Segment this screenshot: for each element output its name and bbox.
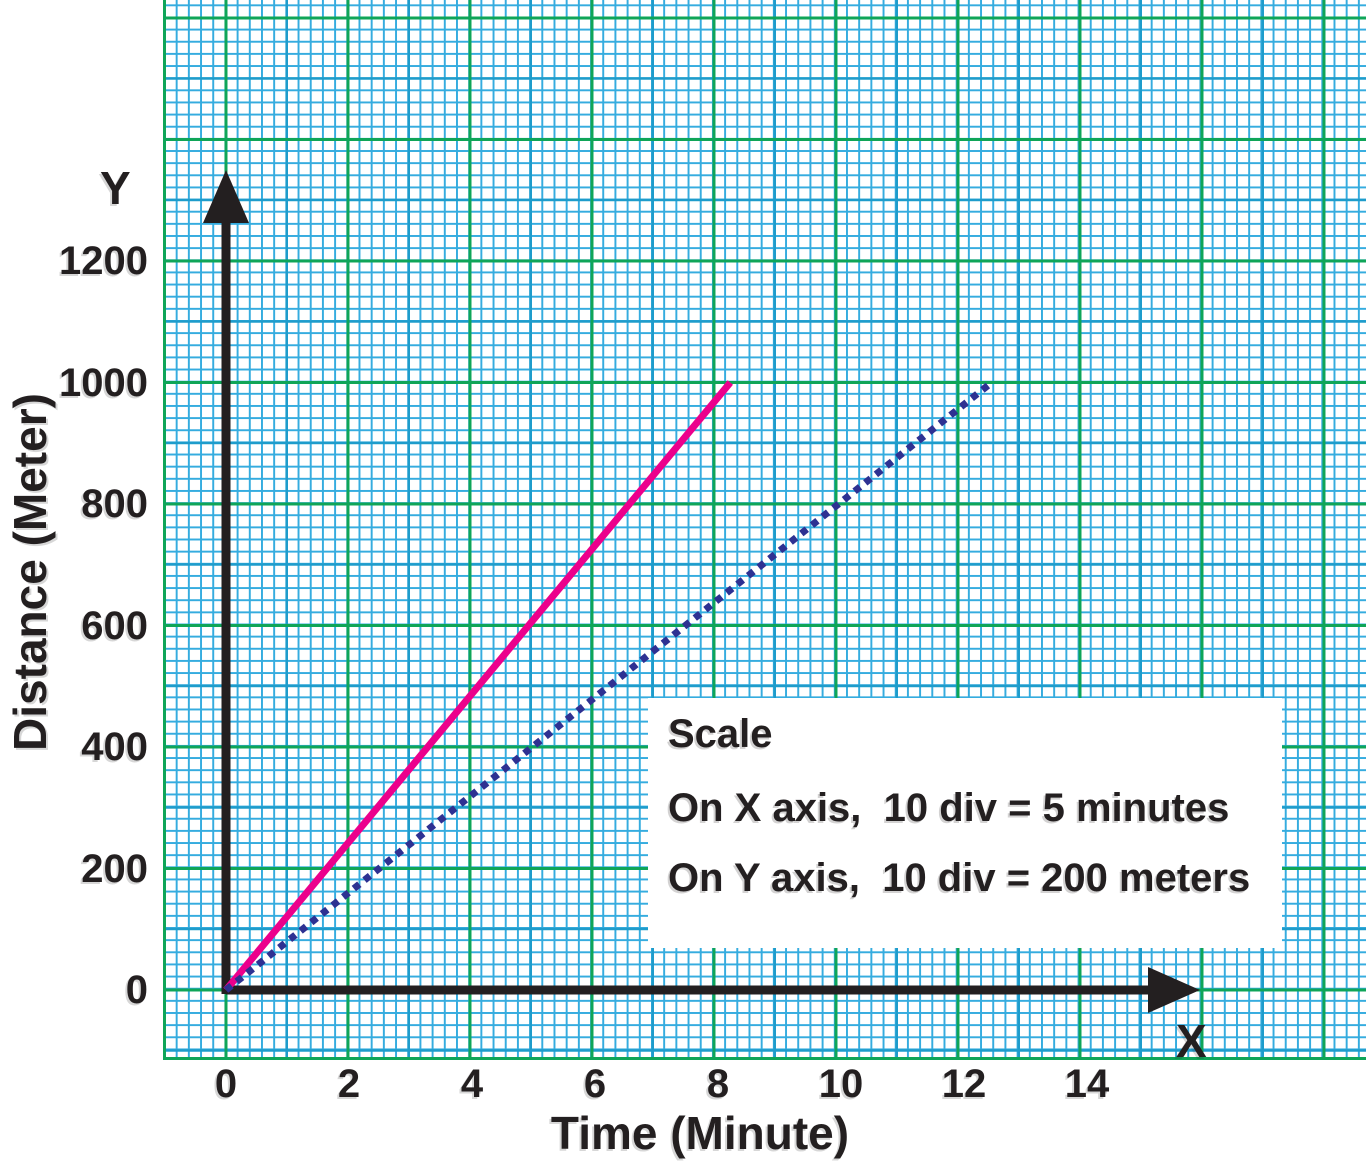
scale-legend-x-rule: On X axis, 10 div = 5 minutes — [668, 786, 1230, 830]
y-tick-label: 0 — [125, 968, 148, 1012]
x-axis-arrowhead-icon — [1148, 967, 1200, 1013]
y-axis-arrowhead-icon — [203, 170, 249, 223]
y-axis-title: Distance (Meter) — [4, 393, 56, 751]
scale-legend-box: Scale On X axis, 10 div = 5 minutes On Y… — [648, 698, 1282, 948]
y-tick-label: 600 — [81, 603, 148, 648]
x-tick-label: 14 — [1064, 1062, 1110, 1106]
x-tick-label: 12 — [941, 1062, 987, 1106]
x-axis-symbol: X — [1176, 1015, 1207, 1067]
y-tick-label: 400 — [81, 725, 148, 769]
scale-legend-title: Scale — [668, 712, 773, 756]
x-tick-label: 0 — [214, 1062, 238, 1106]
x-tick-label: 8 — [706, 1062, 730, 1106]
x-tick-label: 2 — [337, 1062, 361, 1106]
y-tick-label: 1200 — [59, 239, 148, 283]
series-solid-magenta-line — [223, 380, 733, 993]
scale-legend-y-rule: On Y axis, 10 div = 200 meters — [668, 856, 1251, 900]
y-axis-symbol: Y — [100, 162, 131, 214]
x-tick-label: 4 — [460, 1062, 484, 1106]
x-axis-title: Time (Minute) — [550, 1107, 850, 1159]
x-tick-label: 6 — [583, 1062, 607, 1106]
y-tick-label: 800 — [81, 482, 148, 526]
x-tick-label: 10 — [818, 1062, 864, 1106]
y-tick-label: 1000 — [59, 360, 148, 405]
y-tick-label: 200 — [81, 846, 148, 891]
